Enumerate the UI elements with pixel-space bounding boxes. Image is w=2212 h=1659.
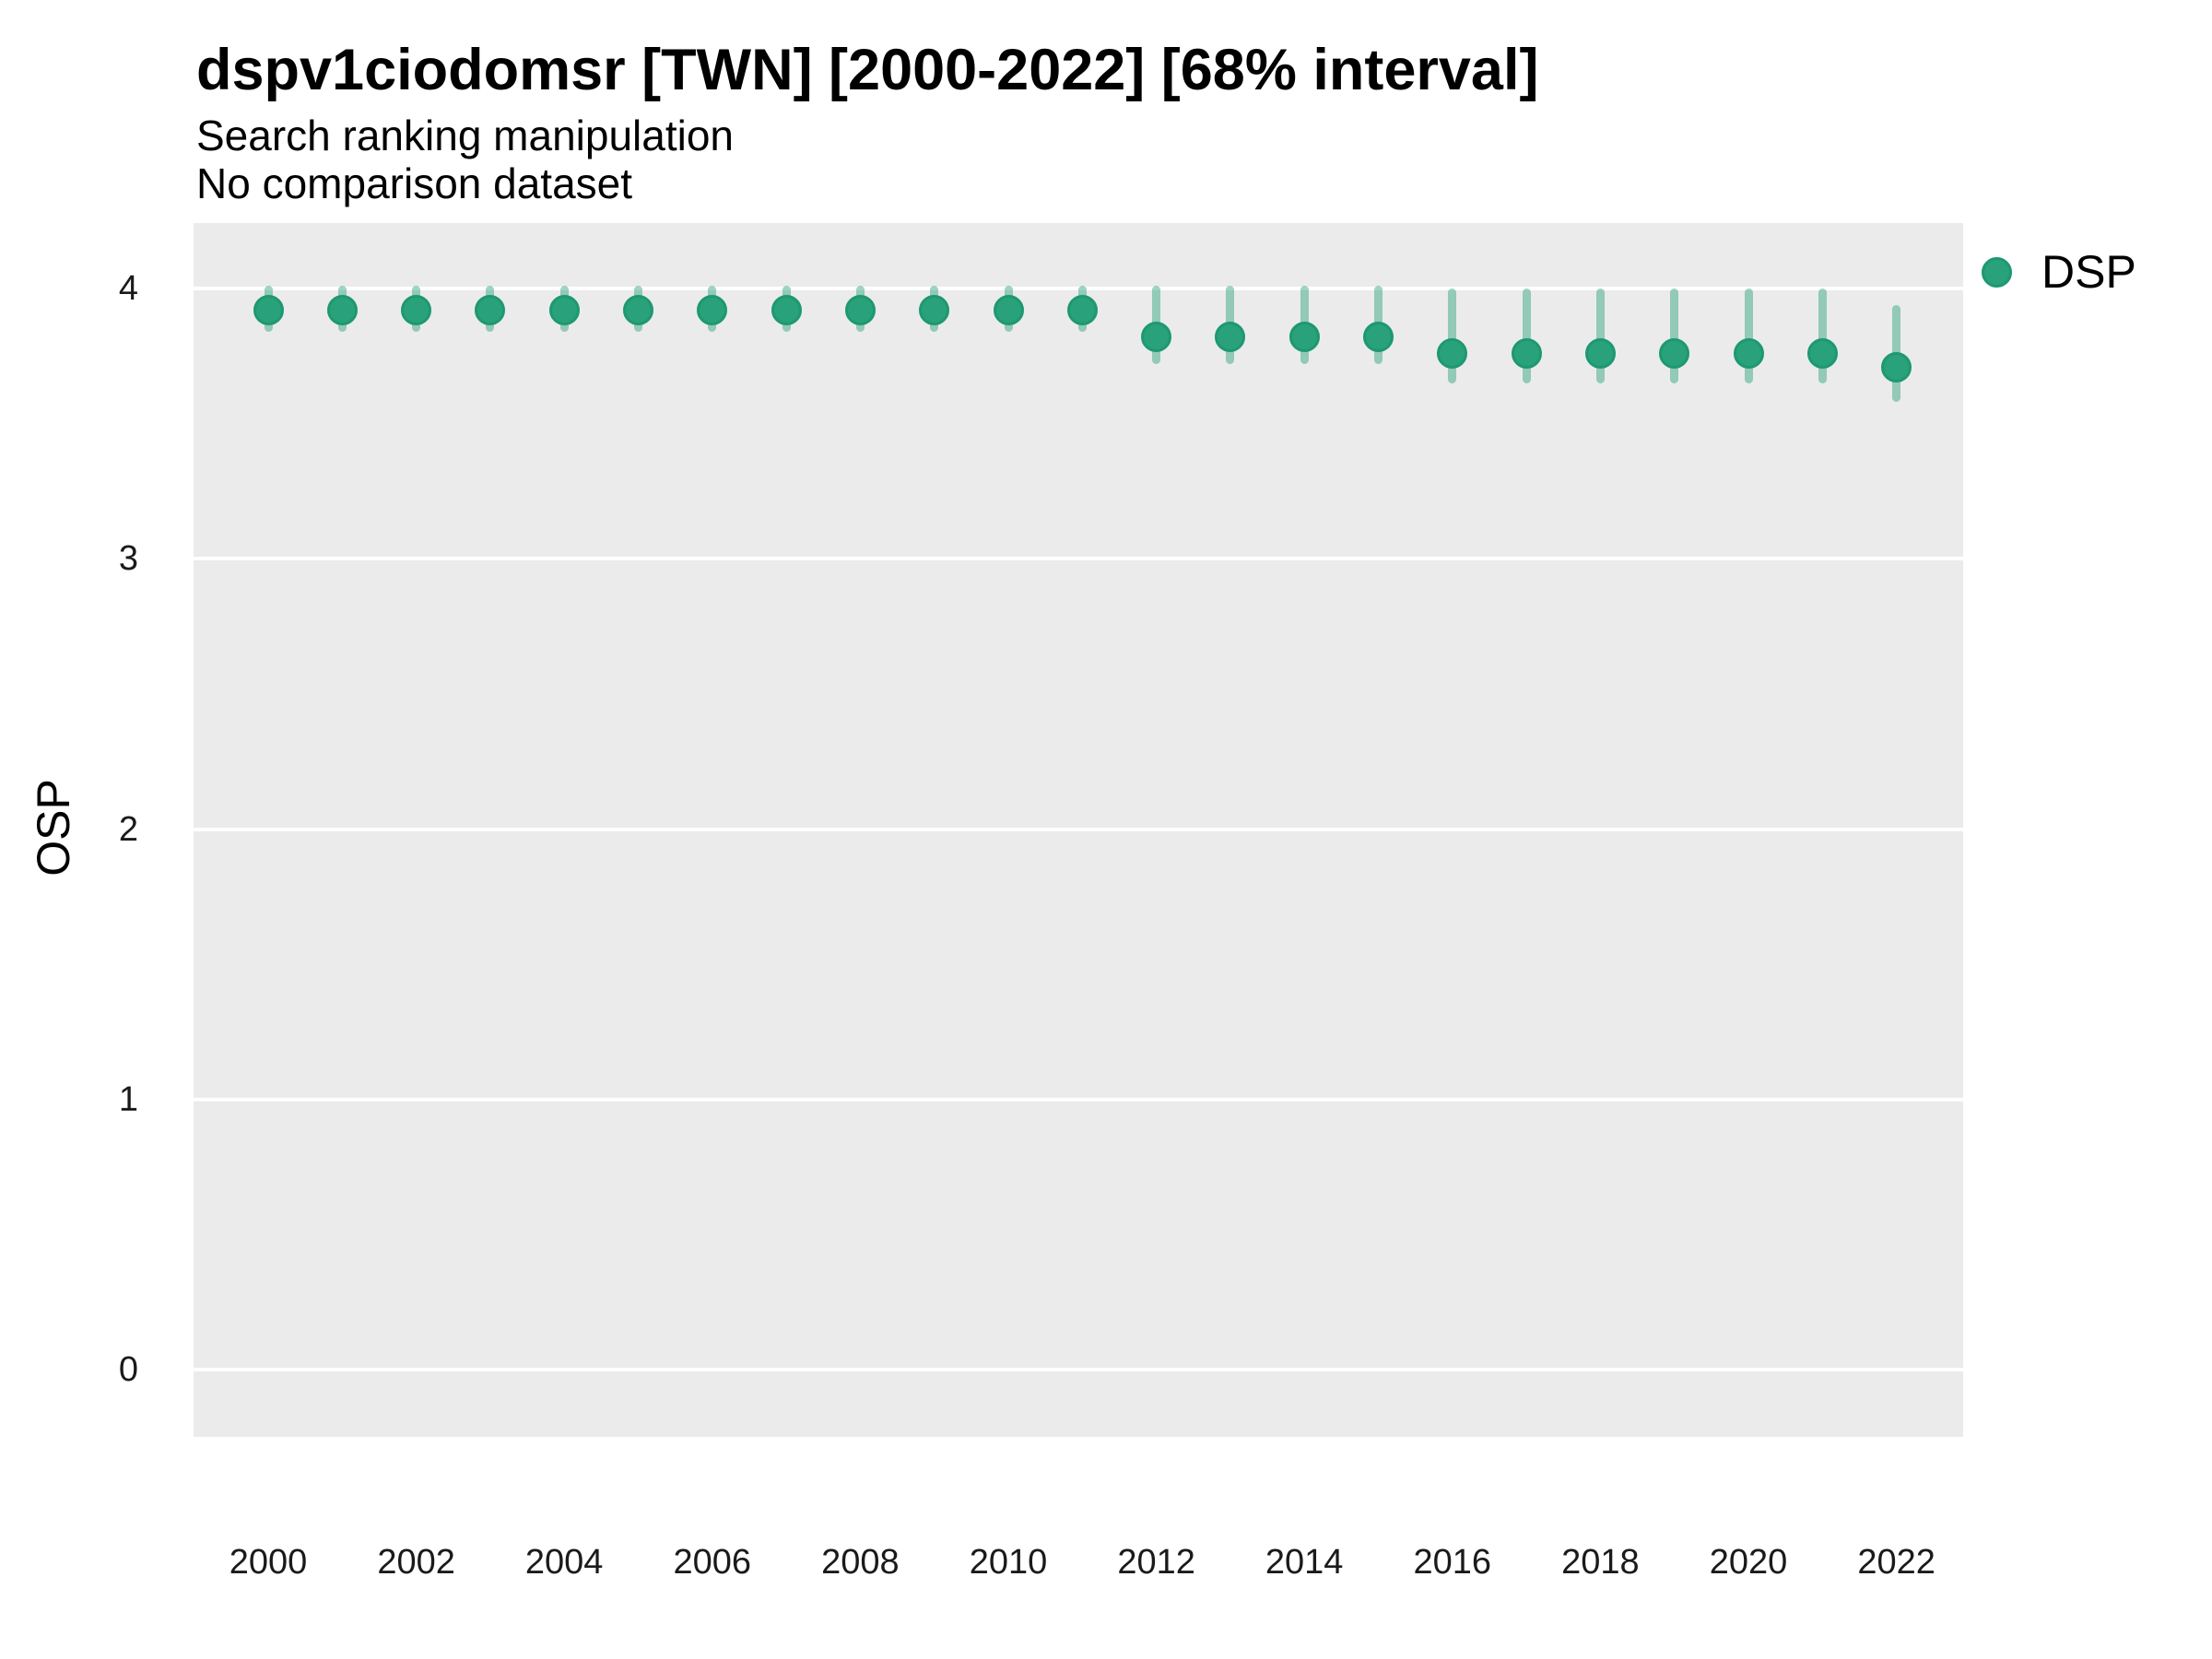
error-bar-2021 — [1818, 288, 1827, 383]
page-title: dspv1ciodomsr [TWN] [2000-2022] [68% int… — [196, 38, 1539, 102]
plot-panel — [194, 223, 1963, 1437]
data-point-2010 — [993, 294, 1024, 325]
data-point-2018 — [1584, 337, 1616, 369]
data-point-2017 — [1511, 337, 1542, 369]
x-tick-label-2020: 2020 — [1709, 1543, 1788, 1582]
x-tick-label-2010: 2010 — [969, 1543, 1048, 1582]
gridline-y-3 — [194, 557, 1963, 561]
x-tick-label-2002: 2002 — [377, 1543, 455, 1582]
error-bar-2019 — [1670, 288, 1679, 383]
x-tick-label-2004: 2004 — [524, 1543, 604, 1582]
y-tick-label-1: 1 — [118, 1079, 138, 1119]
x-tick-label-2000: 2000 — [229, 1543, 308, 1582]
x-tick-label-2016: 2016 — [1413, 1543, 1492, 1582]
data-point-2014 — [1288, 322, 1320, 353]
y-tick-label-4: 4 — [118, 269, 138, 308]
legend-point-icon — [1982, 256, 2012, 288]
data-point-2019 — [1659, 337, 1690, 369]
data-point-2008 — [844, 294, 876, 325]
data-point-2022 — [1881, 351, 1912, 382]
data-point-2021 — [1806, 337, 1838, 369]
data-point-2016 — [1437, 337, 1468, 369]
subtitle-variable-description: Search ranking manipulation — [196, 112, 735, 159]
gridline-y-2 — [194, 827, 1963, 831]
data-point-2013 — [1215, 322, 1246, 353]
gridline-y-4 — [194, 287, 1963, 290]
legend-label: DSP — [2041, 246, 2136, 298]
error-bar-2017 — [1522, 288, 1531, 383]
error-bar-2018 — [1595, 288, 1605, 383]
data-point-2020 — [1733, 337, 1764, 369]
error-bar-2016 — [1448, 288, 1457, 383]
gridline-y-1 — [194, 1097, 1963, 1101]
data-point-2005 — [623, 294, 653, 325]
x-tick-label-2014: 2014 — [1265, 1543, 1344, 1582]
data-point-2009 — [919, 294, 950, 325]
data-point-2015 — [1363, 322, 1394, 353]
data-point-2012 — [1141, 322, 1172, 353]
data-point-2011 — [1066, 294, 1098, 325]
data-point-2001 — [326, 294, 358, 325]
y-tick-label-3: 3 — [118, 539, 138, 579]
legend: DSP — [1982, 245, 2136, 299]
gridline-y-0 — [194, 1368, 1963, 1371]
x-tick-label-2006: 2006 — [673, 1543, 752, 1582]
x-tick-label-2022: 2022 — [1857, 1543, 1936, 1582]
data-point-2000 — [253, 294, 284, 325]
data-point-2006 — [697, 294, 728, 325]
data-point-2002 — [401, 294, 432, 325]
x-tick-label-2008: 2008 — [821, 1543, 900, 1582]
data-point-2007 — [771, 294, 802, 325]
x-tick-label-2018: 2018 — [1561, 1543, 1640, 1582]
data-point-2003 — [475, 294, 506, 325]
data-point-2004 — [548, 294, 580, 325]
y-tick-label-0: 0 — [118, 1350, 138, 1389]
subtitle-comparison-note: No comparison dataset — [196, 159, 633, 207]
error-bar-2020 — [1744, 288, 1753, 383]
y-tick-label-2: 2 — [118, 809, 138, 849]
x-tick-label-2012: 2012 — [1117, 1543, 1195, 1582]
